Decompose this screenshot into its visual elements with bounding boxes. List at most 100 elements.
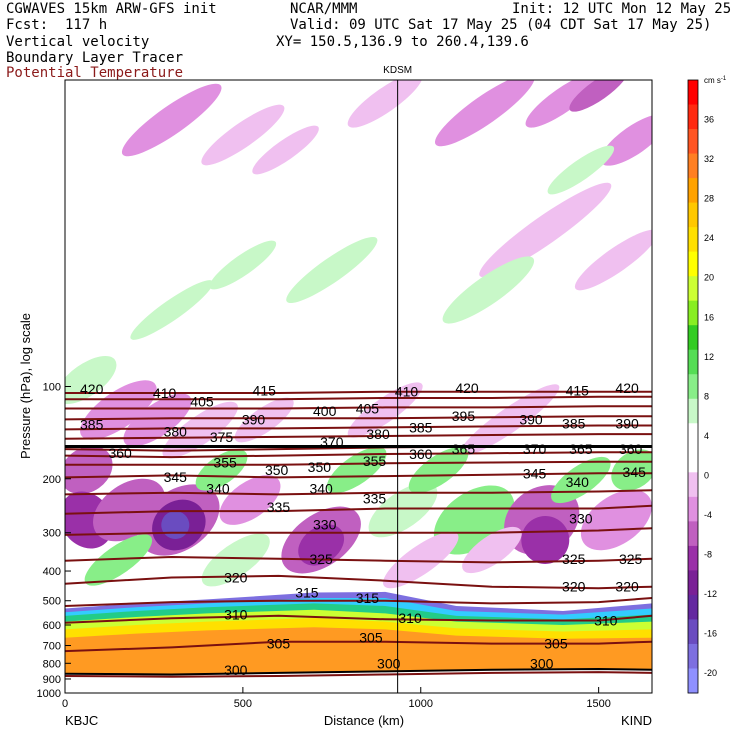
contour-label: 345 [523,465,547,481]
contour-label: 410 [395,384,419,400]
contour-label: 380 [366,426,390,442]
contour-label: 345 [164,469,188,485]
contour-label: 300 [224,662,248,678]
vv-shade [252,125,319,175]
colorbar-tick-label: 8 [704,391,709,401]
contour-label: 360 [409,446,433,462]
contour-label: 335 [363,491,387,507]
colorbar-swatch [688,202,698,228]
colorbar-tick-label: -12 [704,589,717,599]
contour-label: 325 [562,551,586,567]
contour-label: 315 [356,590,380,606]
x-axis-ticks: 0 500 1000 1500 [62,687,611,710]
field-boundary-layer-tracer: Boundary Layer Tracer [6,50,184,66]
y-tick-label: 400 [43,566,61,578]
colorbar-tick-label: 20 [704,273,714,283]
theta-contour-300 [65,671,652,678]
theta-contour-325 [65,555,652,564]
y-tick-label: 1000 [37,688,61,700]
theta-contours [65,390,652,678]
vv-shade [286,236,378,304]
theta-contour-305 [65,640,652,653]
theta-contour-330 [65,527,652,536]
y-tick-label: 700 [43,641,61,653]
colorbar-tick-label: 28 [704,194,714,204]
colorbar-swatch [688,374,698,400]
contour-label: 385 [562,415,586,431]
contour-label: 380 [164,423,188,439]
colorbar-swatch [688,570,698,596]
contour-label: 400 [313,403,337,419]
y-tick-label: 100 [43,382,61,394]
colorbar-tick-label: -8 [704,550,712,560]
vv-shade [574,229,652,291]
theta-contour-375 [65,433,652,440]
vv-shade [209,240,277,290]
colorbar-tick-label: 36 [704,115,714,125]
theta-contour-345 [65,472,652,479]
contour-label: 405 [190,394,214,410]
contour-label: 330 [313,517,337,533]
vv-shade [347,80,423,128]
vv-shade [121,83,222,157]
vv-shade [460,384,560,456]
colorbar-swatch [688,153,698,179]
forecast-hour: Fcst: 117 h [6,17,108,33]
colorbar-units: cm s-1 [704,76,727,85]
vv-shade [219,475,281,525]
colorbar-tick-label: 24 [704,233,714,243]
field-potential-temperature: Potential Temperature [6,65,184,81]
contour-label: 310 [224,607,248,623]
colorbar-swatch [688,521,698,547]
x-tick-label: 0 [62,698,68,710]
contour-label: 350 [265,462,289,478]
colorbar-swatch [688,178,698,204]
theta-contour-405 [65,405,652,410]
contour-label: 355 [363,453,387,469]
vv-shade [326,446,387,494]
contour-label: 390 [615,415,639,431]
vv-shade [611,449,652,491]
vv-shade [130,280,214,340]
vv-shade [383,531,459,589]
contour-label: 350 [308,459,332,475]
contour-label: 385 [409,419,433,435]
endpoint-left: KBJC [65,713,98,728]
theta-contour-335 [65,504,652,515]
vv-shade [123,393,192,447]
colorbar-swatch [688,643,698,669]
colorbar-swatch [688,472,698,498]
contour-label: 390 [519,411,543,427]
endpoint-right: KIND [621,713,652,728]
valid-time: Valid: 09 UTC Sat 17 May 25 (04 CDT Sat … [290,17,712,33]
vv-shade [434,80,535,147]
vv-shade [347,382,423,438]
contour-label: 365 [452,441,476,457]
contour-label: 395 [452,408,476,424]
contour-label: 300 [377,655,401,671]
theta-contour-415 [65,395,652,401]
colorbar-tick-label: -16 [704,629,717,639]
org-label: NCAR/MMM [290,1,358,17]
colorbar-swatch [688,398,698,424]
theta-contour-310 [65,614,652,624]
theta-contour-395 [65,415,652,421]
colorbar-swatch [688,227,698,253]
y-tick-label: 900 [43,674,61,686]
colorbar-tick-label: 12 [704,352,714,362]
contour-label: 390 [242,411,266,427]
y-tick-label: 800 [43,658,61,670]
vv-shade [521,516,570,564]
contour-label: 370 [523,441,547,457]
contour-label: 310 [398,610,422,626]
colorbar: 36 32 28 24 20 16 12 8 4 0 -4 -8 -12 -16 -20 [687,79,717,694]
field-vertical-velocity: Vertical velocity [6,34,150,50]
vv-shade [84,534,153,586]
x-tick-label: 1000 [409,698,433,710]
contour-label: 320 [224,570,248,586]
surface-line [65,667,652,676]
contour-label: 420 [80,381,104,397]
vv-shade [80,380,157,440]
colorbar-tick-label: -20 [704,668,717,678]
vv-shade [195,449,248,491]
